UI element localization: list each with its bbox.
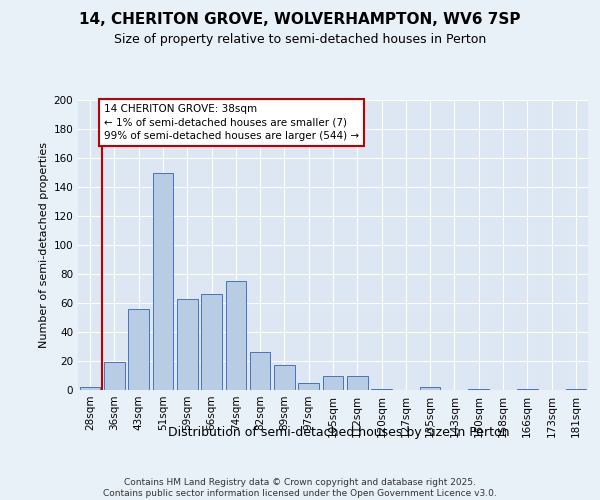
Bar xyxy=(371,388,392,390)
Bar xyxy=(517,388,538,390)
Bar xyxy=(226,281,246,390)
Bar xyxy=(177,298,197,390)
Bar xyxy=(104,362,125,390)
Bar xyxy=(347,376,368,390)
Bar xyxy=(323,376,343,390)
Bar xyxy=(420,387,440,390)
Text: Distribution of semi-detached houses by size in Perton: Distribution of semi-detached houses by … xyxy=(168,426,510,439)
Bar xyxy=(250,352,271,390)
Bar xyxy=(80,387,100,390)
Bar xyxy=(298,383,319,390)
Bar xyxy=(469,388,489,390)
Bar xyxy=(128,309,149,390)
Bar xyxy=(201,294,222,390)
Bar xyxy=(566,388,586,390)
Bar xyxy=(274,366,295,390)
Text: Contains HM Land Registry data © Crown copyright and database right 2025.
Contai: Contains HM Land Registry data © Crown c… xyxy=(103,478,497,498)
Y-axis label: Number of semi-detached properties: Number of semi-detached properties xyxy=(39,142,49,348)
Text: Size of property relative to semi-detached houses in Perton: Size of property relative to semi-detach… xyxy=(114,32,486,46)
Text: 14 CHERITON GROVE: 38sqm
← 1% of semi-detached houses are smaller (7)
99% of sem: 14 CHERITON GROVE: 38sqm ← 1% of semi-de… xyxy=(104,104,359,141)
Bar xyxy=(152,172,173,390)
Text: 14, CHERITON GROVE, WOLVERHAMPTON, WV6 7SP: 14, CHERITON GROVE, WOLVERHAMPTON, WV6 7… xyxy=(79,12,521,28)
